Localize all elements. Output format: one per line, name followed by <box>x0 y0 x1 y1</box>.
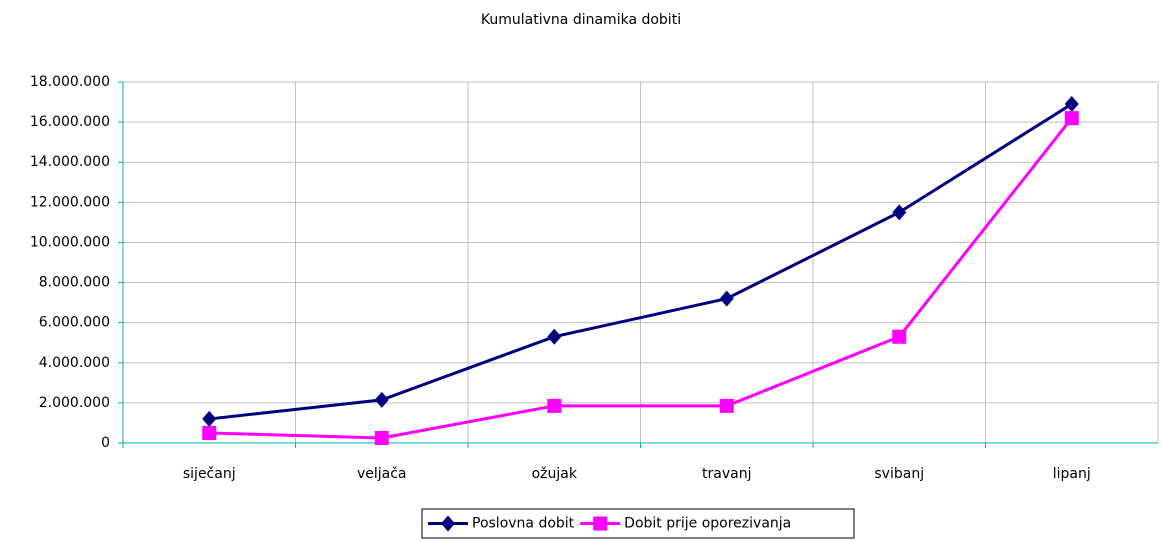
legend-marker <box>593 516 608 531</box>
y-tick-label: 8.000.000 <box>39 275 110 291</box>
legend-marker <box>441 515 455 532</box>
x-tick-label: veljača <box>357 466 407 482</box>
chart-title: Kumulativna dinamika dobiti <box>481 12 681 28</box>
point <box>719 290 734 307</box>
x-tick-label: lipanj <box>1053 466 1091 482</box>
y-tick-label: 18.000.000 <box>30 74 110 90</box>
point <box>202 425 217 440</box>
series-line <box>209 102 1073 421</box>
point <box>202 410 217 427</box>
x-tick-label: siječanj <box>183 466 236 482</box>
legend-label: Dobit prije oporezivanja <box>624 516 791 532</box>
y-tick-label: 16.000.000 <box>30 114 110 130</box>
point <box>1064 96 1079 113</box>
x-tick-label: travanj <box>702 466 751 482</box>
point <box>719 398 734 413</box>
x-tick-label: ožujak <box>532 466 578 482</box>
point <box>1064 111 1079 126</box>
point <box>892 204 907 221</box>
legend-label: Poslovna dobit <box>472 516 575 532</box>
y-tick-label: 12.000.000 <box>30 194 110 210</box>
y-tick-label: 4.000.000 <box>39 355 110 371</box>
series-line <box>209 117 1073 440</box>
y-tick-label: 14.000.000 <box>30 154 110 170</box>
point <box>892 329 907 344</box>
y-tick-label: 10.000.000 <box>30 234 110 250</box>
x-tick-label: svibanj <box>874 466 924 482</box>
point <box>547 328 562 345</box>
point <box>374 430 389 445</box>
point <box>374 391 389 408</box>
legend-box <box>421 508 855 539</box>
y-tick-label: 0 <box>101 435 110 451</box>
y-tick-label: 2.000.000 <box>39 395 110 411</box>
point <box>547 398 562 413</box>
y-tick-label: 6.000.000 <box>39 315 110 331</box>
